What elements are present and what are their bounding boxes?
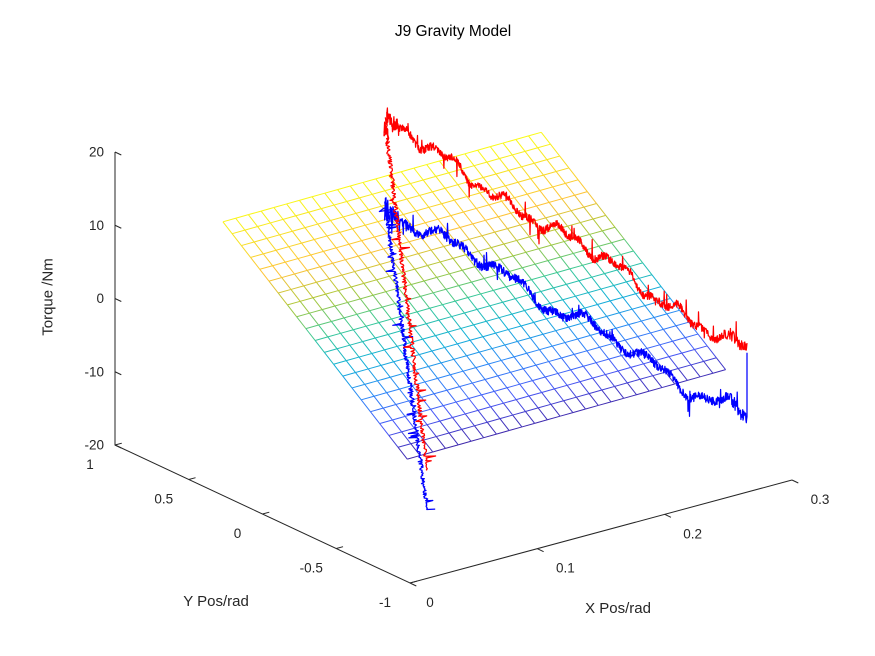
upper-measured-torque-sweep: [384, 107, 748, 351]
y-tick-label: 0: [234, 526, 242, 541]
x-tick-label: 0.2: [683, 526, 702, 541]
y-tick-label: -1: [379, 595, 391, 610]
z-tick-label: 0: [96, 291, 104, 306]
y-tick-label: -0.5: [300, 561, 323, 576]
tick-labels: 0 0.1 0.2 0.3 1 0.5 0 -0.5 -1 20 10 0 -10 -20: [84, 145, 829, 611]
lower-measured-torque-sweep: [384, 197, 748, 424]
x-tick-label: 0.1: [556, 561, 575, 576]
plot-title: J9 Gravity Model: [394, 23, 512, 40]
upper-measured-torque-dive: [383, 111, 437, 471]
surface-mesh: [222, 131, 727, 460]
x-tick-label: 0.3: [811, 492, 830, 507]
z-tick-label: -10: [84, 364, 104, 379]
x-axis-label: X Pos/rad: [585, 600, 651, 617]
series-upper-measured-torque: [383, 107, 748, 471]
y-tick-label: 1: [86, 457, 94, 472]
axis-lines: [114, 152, 793, 584]
z-axis-label: Torque /Nm: [39, 258, 57, 336]
z-tick-label: 10: [89, 218, 104, 233]
z-tick-label: -20: [84, 438, 104, 453]
axes: [114, 152, 793, 584]
x-tick-label: 0: [426, 595, 434, 610]
axis-ticks: [114, 151, 799, 587]
lower-measured-torque-dive: [378, 197, 436, 511]
y-tick-label: 0.5: [154, 492, 173, 507]
series-lower-measured-torque: [378, 197, 748, 511]
z-tick-label: 20: [89, 145, 104, 160]
y-axis-label: Y Pos/rad: [183, 593, 249, 610]
